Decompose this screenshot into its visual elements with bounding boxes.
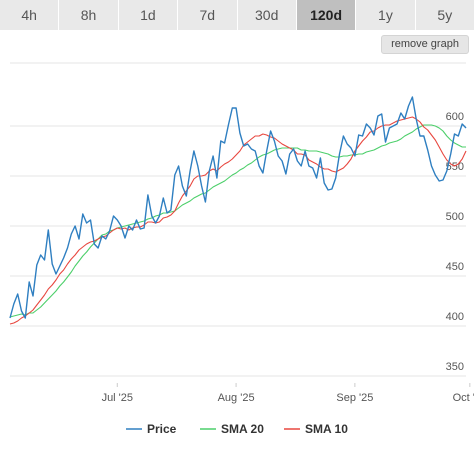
x-tick-label: Sep '25	[336, 392, 373, 404]
series-line-price	[9, 96, 467, 319]
legend-label-price: Price	[147, 422, 177, 436]
series-line-sma-10	[9, 116, 467, 325]
timeframe-tabs: 4h 8h 1d 7d 30d 120d 1y 5y	[0, 0, 474, 30]
tab-30d[interactable]: 30d	[237, 0, 297, 30]
series-line-sma-20	[9, 124, 466, 318]
y-tick-label: 400	[446, 311, 464, 323]
x-tick-label: Oct '25	[453, 392, 474, 404]
y-tick-label: 350	[446, 361, 464, 373]
tab-120d[interactable]: 120d	[296, 0, 357, 30]
y-tick-label: 450	[446, 261, 464, 273]
y-tick-label: 500	[446, 211, 464, 223]
y-tick-label: 600	[446, 111, 464, 123]
x-tick-label: Aug '25	[218, 392, 255, 404]
legend-label-sma-10: SMA 10	[305, 422, 348, 436]
tab-8h[interactable]: 8h	[59, 0, 119, 30]
x-tick-label: Jul '25	[102, 392, 133, 404]
tab-5y[interactable]: 5y	[415, 0, 474, 30]
tab-1y[interactable]: 1y	[356, 0, 416, 30]
tab-7d[interactable]: 7d	[178, 0, 238, 30]
legend-label-sma-20: SMA 20	[221, 422, 264, 436]
tab-4h[interactable]: 4h	[0, 0, 60, 30]
tab-1d[interactable]: 1d	[118, 0, 179, 30]
remove-graph-button[interactable]: remove graph	[381, 35, 469, 54]
